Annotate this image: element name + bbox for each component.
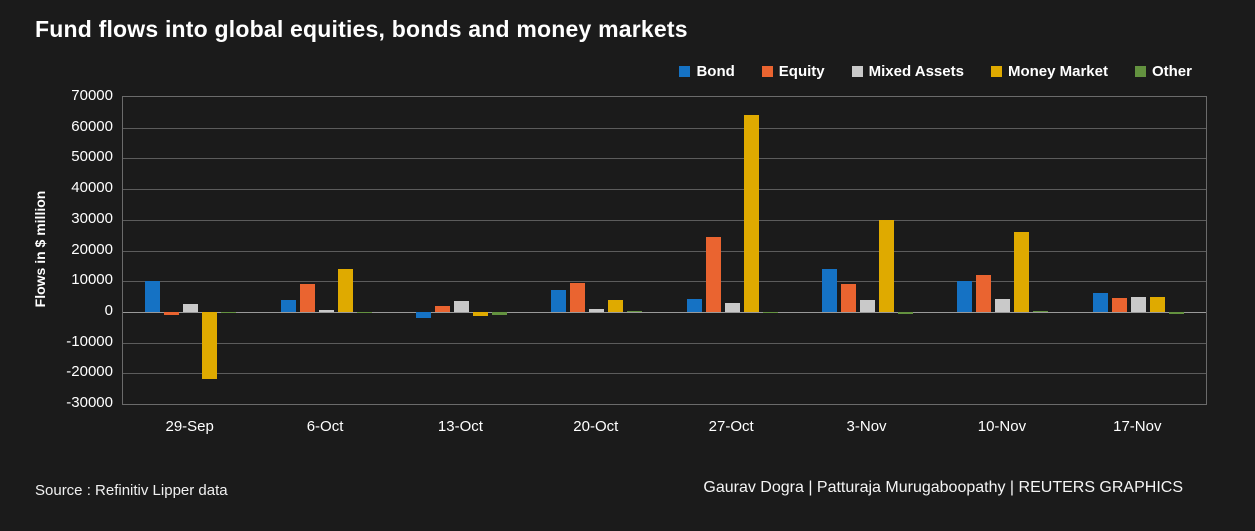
bar-bond-27-oct bbox=[686, 299, 702, 312]
y-tick-label: -10000 bbox=[66, 332, 113, 350]
zero-gridline bbox=[123, 311, 1206, 313]
bar-mixed-assets-29-sep bbox=[183, 304, 199, 312]
bar-money-market-27-oct bbox=[743, 115, 759, 312]
gridline bbox=[123, 219, 1206, 221]
gridline bbox=[123, 281, 1206, 283]
gridline bbox=[123, 250, 1206, 252]
bar-money-market-17-nov bbox=[1149, 297, 1165, 312]
bar-bond-20-oct bbox=[551, 290, 567, 312]
gridline bbox=[123, 158, 1206, 160]
legend-swatch bbox=[761, 66, 773, 77]
plot-area bbox=[122, 96, 1207, 405]
y-tick-label: 30000 bbox=[71, 209, 113, 227]
x-tick-label: 13-Oct bbox=[437, 418, 483, 435]
y-tick-label: 10000 bbox=[71, 271, 113, 289]
legend-label: Money Market bbox=[1007, 63, 1108, 80]
credits: Gaurav Dogra | Patturaja Murugaboopathy … bbox=[703, 479, 1183, 496]
bar-other-10-nov bbox=[1033, 310, 1049, 312]
bar-other-6-oct bbox=[356, 311, 372, 313]
y-tick-label: -30000 bbox=[66, 394, 113, 411]
bar-equity-29-sep bbox=[164, 311, 180, 315]
legend-swatch bbox=[1134, 66, 1146, 77]
legend-label: Mixed Assets bbox=[868, 63, 964, 80]
bar-other-3-nov bbox=[898, 311, 914, 315]
gridline bbox=[123, 189, 1206, 191]
legend-label: Equity bbox=[778, 63, 825, 80]
x-tick-label: 20-Oct bbox=[573, 418, 619, 435]
x-tick-label: 29-Sep bbox=[165, 418, 214, 435]
gridline bbox=[123, 342, 1206, 344]
bar-money-market-20-oct bbox=[608, 299, 624, 312]
y-tick-label: 0 bbox=[104, 301, 113, 319]
bar-mixed-assets-17-nov bbox=[1130, 296, 1146, 312]
bar-other-20-oct bbox=[627, 310, 643, 312]
bar-other-29-sep bbox=[221, 311, 237, 313]
legend-item-money-market: Money Market bbox=[990, 63, 1108, 80]
bar-money-market-6-oct bbox=[337, 268, 353, 312]
y-tick-label: 50000 bbox=[71, 148, 113, 166]
x-tick-label: 17-Nov bbox=[1113, 418, 1162, 435]
y-tick-label: 70000 bbox=[71, 87, 113, 104]
bar-other-17-nov bbox=[1168, 311, 1184, 314]
legend-label: Other bbox=[1151, 63, 1192, 80]
bar-other-27-oct bbox=[762, 311, 778, 314]
bar-other-13-oct bbox=[491, 311, 507, 315]
gridline bbox=[123, 127, 1206, 129]
bar-money-market-13-oct bbox=[472, 311, 488, 317]
bar-mixed-assets-20-oct bbox=[589, 308, 605, 312]
y-tick-label: -20000 bbox=[66, 363, 113, 381]
bar-mixed-assets-27-oct bbox=[724, 303, 740, 312]
legend-swatch bbox=[851, 66, 863, 77]
x-tick-label: 27-Oct bbox=[708, 418, 754, 435]
bar-money-market-10-nov bbox=[1014, 232, 1030, 312]
legend: Bond Equity Mixed Assets Money Market Other bbox=[679, 63, 1192, 80]
bar-mixed-assets-6-oct bbox=[318, 310, 334, 312]
bar-bond-3-nov bbox=[822, 268, 838, 312]
bar-bond-13-oct bbox=[415, 311, 431, 319]
gridline bbox=[123, 373, 1206, 375]
bar-mixed-assets-10-nov bbox=[995, 299, 1011, 312]
bar-equity-3-nov bbox=[841, 284, 857, 312]
bar-mixed-assets-13-oct bbox=[453, 301, 469, 312]
bar-equity-27-oct bbox=[705, 236, 721, 312]
y-tick-label: 40000 bbox=[71, 179, 113, 197]
bar-mixed-assets-3-nov bbox=[860, 299, 876, 312]
source-note: Source : Refinitiv Lipper data bbox=[35, 482, 228, 499]
y-tick-label: 60000 bbox=[71, 117, 113, 135]
bar-bond-10-nov bbox=[957, 281, 973, 312]
y-tick-label: 20000 bbox=[71, 240, 113, 258]
x-tick-label: 3-Nov bbox=[846, 418, 887, 435]
bar-equity-20-oct bbox=[570, 282, 586, 312]
x-tick-label: 6-Oct bbox=[306, 418, 344, 435]
bar-money-market-3-nov bbox=[879, 219, 895, 312]
bar-bond-17-nov bbox=[1092, 293, 1108, 312]
bar-equity-10-nov bbox=[976, 275, 992, 312]
bar-equity-13-oct bbox=[434, 305, 450, 312]
bar-money-market-29-sep bbox=[202, 311, 218, 380]
legend-item-bond: Bond bbox=[679, 63, 735, 80]
legend-item-equity: Equity bbox=[761, 63, 825, 80]
legend-swatch bbox=[679, 66, 691, 77]
legend-label: Bond bbox=[696, 63, 735, 80]
chart-title: Fund flows into global equities, bonds a… bbox=[35, 16, 688, 42]
bar-bond-6-oct bbox=[280, 299, 296, 312]
x-tick-label: 10-Nov bbox=[977, 418, 1027, 435]
bar-equity-17-nov bbox=[1111, 298, 1127, 312]
legend-item-mixed-assets: Mixed Assets bbox=[851, 63, 964, 80]
legend-item-other: Other bbox=[1134, 63, 1192, 80]
bar-bond-29-sep bbox=[145, 281, 161, 312]
legend-swatch bbox=[990, 66, 1002, 77]
bar-equity-6-oct bbox=[299, 284, 315, 312]
